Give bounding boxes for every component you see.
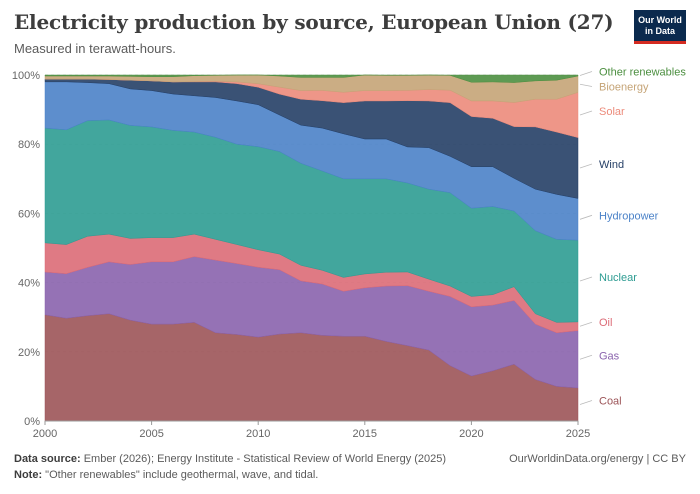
legend-label-oil: Oil bbox=[599, 317, 612, 329]
legend-connector bbox=[579, 83, 593, 87]
note-label: Note: bbox=[14, 469, 43, 481]
x-tick-label: 2010 bbox=[246, 428, 270, 440]
area-other-renewables bbox=[44, 74, 579, 83]
legend-connector bbox=[579, 354, 593, 360]
legend-connector bbox=[579, 163, 593, 169]
x-tick-label: 2005 bbox=[139, 428, 163, 440]
legend-label-wind: Wind bbox=[599, 159, 624, 171]
license-link[interactable]: OurWorldinData.org/energy | CC BY bbox=[509, 453, 686, 465]
legend-label-bioenergy: Bioenergy bbox=[599, 82, 649, 94]
y-tick-label: 20% bbox=[18, 347, 40, 359]
legend-connector bbox=[579, 400, 593, 405]
y-tick-label: 100% bbox=[12, 70, 40, 82]
logo-line-2: in Data bbox=[644, 26, 675, 36]
y-tick-label: 40% bbox=[18, 278, 40, 290]
source-line: Data source: Ember (2026); Energy Instit… bbox=[14, 453, 446, 465]
x-tick-label: 2025 bbox=[566, 428, 590, 440]
legend-connector bbox=[579, 71, 593, 76]
y-tick-label: 60% bbox=[18, 208, 40, 220]
logo-line-1: Our World bbox=[638, 15, 682, 25]
page-subtitle: Measured in terawatt-hours. bbox=[14, 41, 176, 56]
y-tick-label: 0% bbox=[24, 416, 40, 428]
legend-connector bbox=[579, 276, 593, 282]
legend-connector bbox=[579, 321, 593, 327]
owid-logo[interactable]: Our World in Data bbox=[634, 10, 686, 44]
legend-label-solar: Solar bbox=[599, 106, 625, 118]
x-tick-label: 2000 bbox=[33, 428, 57, 440]
area-series bbox=[44, 74, 579, 422]
legend-label-nuclear: Nuclear bbox=[599, 272, 637, 284]
x-axis-ticks: 2000 2005 2010 2015 2020 2025 bbox=[33, 420, 590, 440]
legend-label-hydropower: Hydropower bbox=[599, 210, 659, 222]
y-tick-label: 80% bbox=[18, 139, 40, 151]
legend-connector bbox=[579, 214, 593, 220]
legend-label-gas: Gas bbox=[599, 350, 620, 362]
note-text: "Other renewables" include geothermal, w… bbox=[45, 469, 319, 481]
legend-connector bbox=[579, 110, 593, 116]
legend-labels: Other renewables Bioenergy Solar Wind Hydrop… bbox=[579, 67, 686, 407]
x-tick-label: 2020 bbox=[459, 428, 483, 440]
legend-label-coal: Coal bbox=[599, 395, 622, 407]
legend-label-other-renewables: Other renewables bbox=[599, 67, 686, 79]
source-text[interactable]: Ember (2026); Energy Institute - Statist… bbox=[83, 453, 447, 465]
note-line: Note: "Other renewables" include geother… bbox=[14, 469, 318, 481]
x-tick-label: 2015 bbox=[353, 428, 377, 440]
y-axis-ticks: 0% 20% 40% 60% 80% 100% bbox=[12, 70, 40, 428]
page-title: Electricity production by source, Europe… bbox=[14, 10, 614, 34]
source-label: Data source: bbox=[14, 453, 81, 465]
